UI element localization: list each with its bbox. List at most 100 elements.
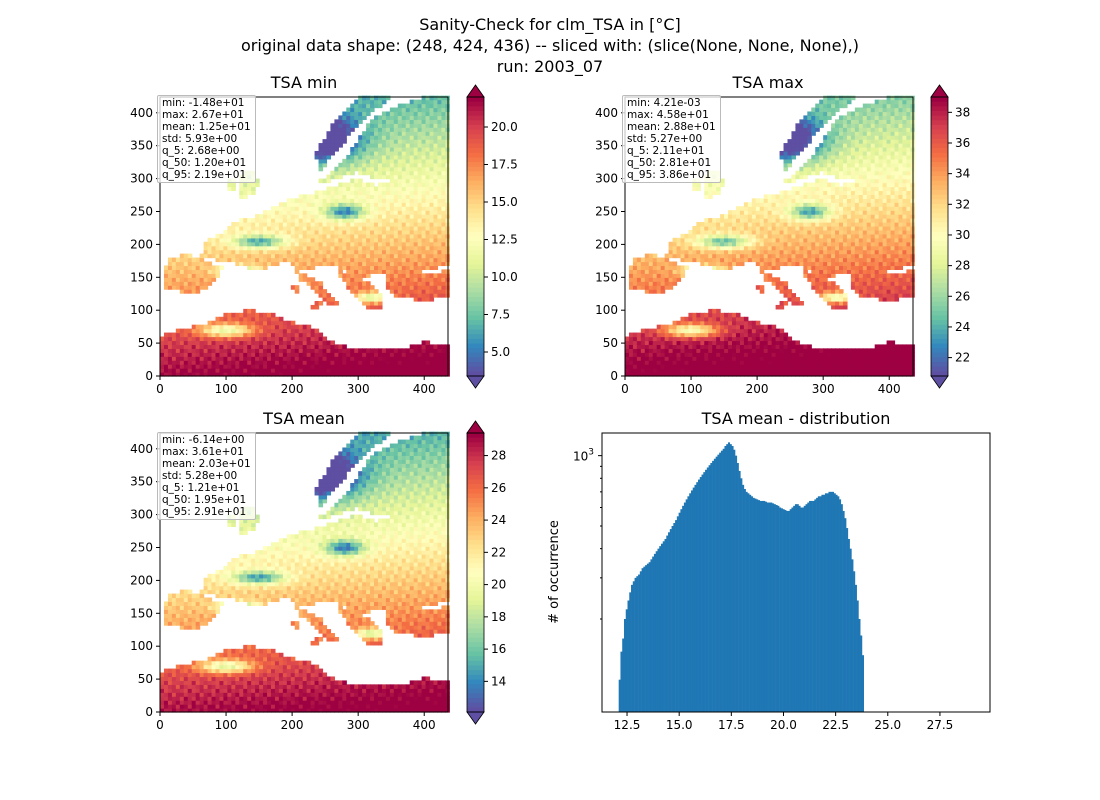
map-cell (680, 344, 686, 349)
map-cell (326, 257, 332, 263)
map-cell (763, 214, 769, 219)
map-cell (171, 356, 177, 361)
map-cell (831, 297, 836, 302)
map-cell (735, 257, 741, 263)
map-cell (203, 356, 209, 361)
map-cell (783, 293, 789, 298)
map-cell (425, 265, 431, 270)
map-cell (290, 320, 296, 326)
map-cell (243, 340, 248, 346)
map-cell (235, 364, 240, 369)
map-cell (183, 356, 189, 361)
colorbar-segment (467, 348, 484, 354)
map-cell (223, 348, 228, 353)
map-cell (211, 332, 217, 338)
map-cell (401, 253, 407, 259)
map-cell (203, 332, 209, 338)
map-cell (807, 115, 812, 120)
map-cell (302, 265, 308, 270)
map-cell (231, 352, 236, 357)
map-cell (811, 186, 816, 192)
map-cell (397, 202, 403, 207)
map-cell (783, 340, 789, 346)
colorbar-segment (467, 259, 484, 265)
map-cell (393, 202, 399, 207)
map-cell (795, 372, 800, 377)
map-cell (263, 261, 268, 267)
map-cell (652, 352, 658, 357)
map-cell (732, 257, 737, 263)
map-cell (763, 332, 769, 338)
map-cell (668, 249, 674, 255)
map-cell (358, 170, 363, 176)
map-cell (318, 222, 324, 227)
map-cell (358, 214, 363, 219)
map-cell (171, 348, 177, 353)
map-cell (330, 186, 335, 192)
map-cell (314, 249, 320, 255)
map-cell (191, 356, 197, 361)
map-cell (409, 218, 415, 223)
map-cell (259, 225, 264, 231)
map-cell (342, 139, 347, 144)
map-cell (334, 186, 339, 192)
map-cell (664, 285, 670, 290)
map-cell (231, 222, 236, 227)
map-cell (243, 253, 248, 259)
map-cell (648, 257, 654, 263)
map-cell (393, 206, 399, 211)
map-cell (243, 372, 248, 377)
map-cell (389, 107, 395, 113)
map-cell (775, 304, 781, 310)
map-cell (326, 368, 332, 373)
map-cell (625, 340, 630, 346)
x-tick-label: 200 (281, 382, 304, 396)
map-cell (704, 233, 709, 239)
map-cell (684, 328, 690, 334)
map-cell (728, 257, 733, 263)
map-cell (429, 222, 435, 227)
map-cell (239, 316, 244, 322)
map-cell (358, 277, 363, 282)
map-cell (318, 348, 324, 353)
map-cell (389, 166, 395, 172)
map-cell (235, 348, 240, 353)
map-cell (298, 340, 304, 346)
map-cell (179, 368, 185, 373)
map-cell (783, 147, 789, 152)
map-cell (370, 245, 375, 251)
map-cell (732, 210, 737, 215)
map-cell (441, 115, 446, 120)
map-cell (405, 253, 411, 259)
map-cell (823, 285, 828, 290)
map-cell (397, 289, 403, 294)
map-cell (751, 198, 757, 203)
map-cell (835, 229, 840, 235)
map-cell (759, 372, 765, 377)
map-cell (747, 328, 753, 334)
map-cell (668, 328, 674, 334)
map-cell (811, 127, 816, 132)
map-cell (775, 198, 781, 203)
map-cell (358, 249, 363, 255)
map-cell (783, 198, 789, 203)
map-cell (823, 277, 828, 282)
map-cell (755, 249, 761, 255)
map-cell (215, 364, 221, 369)
map-cell (803, 265, 808, 270)
map-cell (267, 222, 272, 227)
map-cell (827, 194, 832, 199)
map-cell (708, 360, 713, 365)
map-cell (207, 237, 213, 243)
map-cell (640, 261, 646, 267)
map-cell (819, 99, 824, 105)
map-cell (354, 162, 359, 168)
map-cell (310, 253, 316, 259)
map-cell (377, 356, 383, 361)
map-cell (282, 218, 288, 223)
map-cell (735, 352, 741, 357)
map-cell (652, 360, 658, 365)
map-cell (751, 340, 757, 346)
map-cell (282, 249, 288, 255)
map-cell (437, 107, 442, 113)
